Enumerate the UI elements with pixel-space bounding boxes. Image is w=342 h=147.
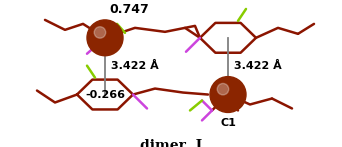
Text: -0.266: -0.266 <box>85 90 125 100</box>
Circle shape <box>217 83 229 95</box>
Text: dimer  I: dimer I <box>140 139 202 147</box>
Circle shape <box>87 20 123 56</box>
Circle shape <box>94 27 106 38</box>
Text: C1: C1 <box>220 118 236 128</box>
Text: 3.422 Å: 3.422 Å <box>234 61 282 71</box>
Text: 0.747: 0.747 <box>109 3 149 16</box>
Circle shape <box>210 77 246 112</box>
Text: 3.422 Å: 3.422 Å <box>111 61 159 71</box>
